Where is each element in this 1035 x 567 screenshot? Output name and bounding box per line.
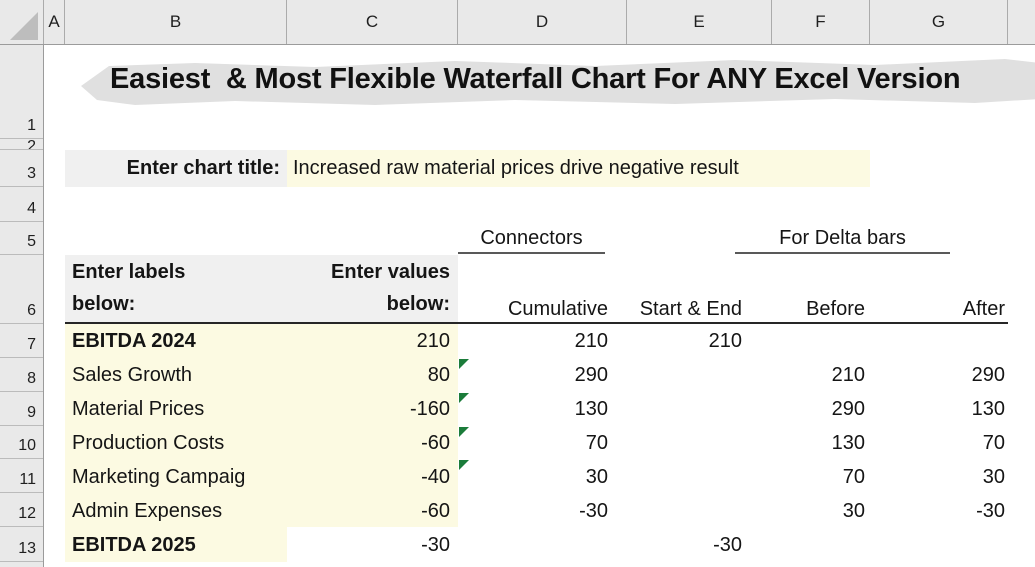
row-header-6[interactable]: 6	[0, 255, 43, 324]
data-table: EBITDA 2024 210 210 210 Sales Growth 80 …	[65, 324, 1008, 563]
cell-start-end[interactable]: -30	[713, 534, 742, 556]
cell-cumulative[interactable]: 70	[585, 432, 608, 454]
cell-value[interactable]: -160	[409, 398, 450, 420]
cell-cumulative[interactable]: 30	[585, 466, 608, 488]
cell-label[interactable]: Material Prices	[72, 398, 205, 420]
fill-ebitda2025-label	[65, 527, 287, 562]
cell-start-end[interactable]: 210	[708, 330, 742, 352]
cell-after[interactable]	[870, 528, 1008, 563]
chart-title-label[interactable]: Enter chart title:	[65, 150, 287, 187]
cell-start-end[interactable]	[627, 494, 772, 528]
row-header-11[interactable]: 11	[0, 459, 43, 493]
row-header-10[interactable]: 10	[0, 426, 43, 459]
header-enter-labels[interactable]: Enter labels below:	[72, 261, 186, 315]
table-row: Production Costs -60 70 130 70	[65, 426, 1008, 460]
brush-stroke-shape	[81, 59, 1035, 105]
table-row: Admin Expenses -60 -30 30 -30	[65, 494, 1008, 528]
cell-value[interactable]: -30	[421, 534, 450, 556]
cell-before[interactable]: 290	[831, 398, 865, 420]
column-header-f[interactable]: F	[772, 0, 870, 44]
cell-start-end[interactable]	[627, 392, 772, 426]
cell-before[interactable]: 210	[831, 364, 865, 386]
cell-before[interactable]	[772, 324, 870, 358]
table-row: Marketing Campaig -40 30 70 30	[65, 460, 1008, 494]
table-row: EBITDA 2025 -30 -30	[65, 528, 1008, 563]
column-header-c[interactable]: C	[287, 0, 458, 44]
group-header-delta-bars[interactable]: For Delta bars	[735, 223, 950, 254]
row-header-1[interactable]: 1	[0, 45, 43, 139]
cell-before[interactable]: 130	[831, 432, 865, 454]
cell-after[interactable]: 290	[971, 364, 1005, 386]
header-bottom-border	[65, 322, 1008, 324]
header-before[interactable]: Before	[806, 298, 865, 320]
header-cumulative[interactable]: Cumulative	[507, 298, 608, 320]
select-all-triangle-icon	[10, 12, 38, 40]
row-header-3[interactable]: 3	[0, 150, 43, 187]
table-row: EBITDA 2024 210 210 210	[65, 324, 1008, 358]
group-header-connectors[interactable]: Connectors	[458, 223, 605, 254]
row-header-8[interactable]: 8	[0, 358, 43, 392]
cell-label[interactable]: Sales Growth	[72, 364, 193, 386]
cell-cumulative[interactable]: 210	[574, 330, 608, 352]
header-start-end[interactable]: Start & End	[639, 298, 742, 320]
cell-value[interactable]: -60	[421, 432, 450, 454]
cell-label[interactable]: Production Costs	[72, 432, 225, 454]
cell-cumulative[interactable]	[458, 528, 627, 563]
table-row: Sales Growth 80 290 210 290	[65, 358, 1008, 392]
cell-start-end[interactable]	[627, 460, 772, 494]
cell-label[interactable]: Marketing Campaig	[72, 466, 246, 488]
header-gray-block: Enter labels below: Enter values below:	[65, 255, 458, 324]
cell-after[interactable]: 70	[982, 432, 1005, 454]
cell-after[interactable]	[870, 324, 1008, 358]
row-header-9[interactable]: 9	[0, 392, 43, 426]
row-header-13[interactable]: 13	[0, 527, 43, 562]
cell-cumulative[interactable]: -30	[579, 500, 608, 522]
error-indicator-icon	[459, 393, 469, 403]
title-banner-shape	[75, 56, 1035, 108]
cell-after[interactable]: 30	[982, 466, 1005, 488]
column-header-g[interactable]: G	[870, 0, 1008, 44]
select-all-button[interactable]	[0, 0, 44, 44]
cell-value[interactable]: 80	[427, 364, 450, 386]
cell-value[interactable]: -40	[421, 466, 450, 488]
column-header-strip: A B C D E F G	[0, 0, 1035, 45]
row-header-strip: 1 2 3 4 5 6 7 8 9 10 11 12 13	[0, 45, 44, 567]
row-header-7[interactable]: 7	[0, 324, 43, 358]
error-indicator-icon	[459, 460, 469, 470]
row-header-12[interactable]: 12	[0, 493, 43, 527]
row-header-2[interactable]: 2	[0, 139, 43, 150]
cell-label[interactable]: Admin Expenses	[72, 500, 223, 522]
cell-value[interactable]: -60	[421, 500, 450, 522]
column-header-e[interactable]: E	[627, 0, 772, 44]
cell-cumulative[interactable]: 290	[574, 364, 608, 386]
column-header-a[interactable]: A	[44, 0, 65, 44]
header-after[interactable]: After	[962, 298, 1005, 320]
error-indicator-icon	[459, 427, 469, 437]
page-title: Easiest & Most Flexible Waterfall Chart …	[110, 63, 961, 95]
row-header-14-partial[interactable]	[0, 562, 43, 567]
cell-start-end[interactable]	[627, 426, 772, 460]
cell-cumulative[interactable]: 130	[574, 398, 608, 420]
cell-start-end[interactable]	[627, 358, 772, 392]
fill-values-block	[65, 324, 458, 527]
cell-value[interactable]: 210	[416, 330, 450, 352]
cell-after[interactable]: 130	[971, 398, 1005, 420]
column-header-h-partial[interactable]	[1008, 0, 1035, 44]
cell-label[interactable]: EBITDA 2024	[72, 330, 196, 352]
chart-title-input-cell[interactable]: Increased raw material prices drive nega…	[287, 150, 870, 187]
row-header-5[interactable]: 5	[0, 222, 43, 255]
column-header-b[interactable]: B	[65, 0, 287, 44]
table-row: Material Prices -160 130 290 130	[65, 392, 1008, 426]
cell-before[interactable]	[772, 528, 870, 563]
row-header-4[interactable]: 4	[0, 187, 43, 222]
cell-after[interactable]: -30	[976, 500, 1005, 522]
cell-label[interactable]: EBITDA 2025	[72, 534, 196, 556]
column-header-d[interactable]: D	[458, 0, 627, 44]
cell-before[interactable]: 30	[842, 500, 865, 522]
header-enter-values[interactable]: Enter values below:	[331, 261, 450, 315]
error-indicator-icon	[459, 359, 469, 369]
cell-before[interactable]: 70	[842, 466, 865, 488]
